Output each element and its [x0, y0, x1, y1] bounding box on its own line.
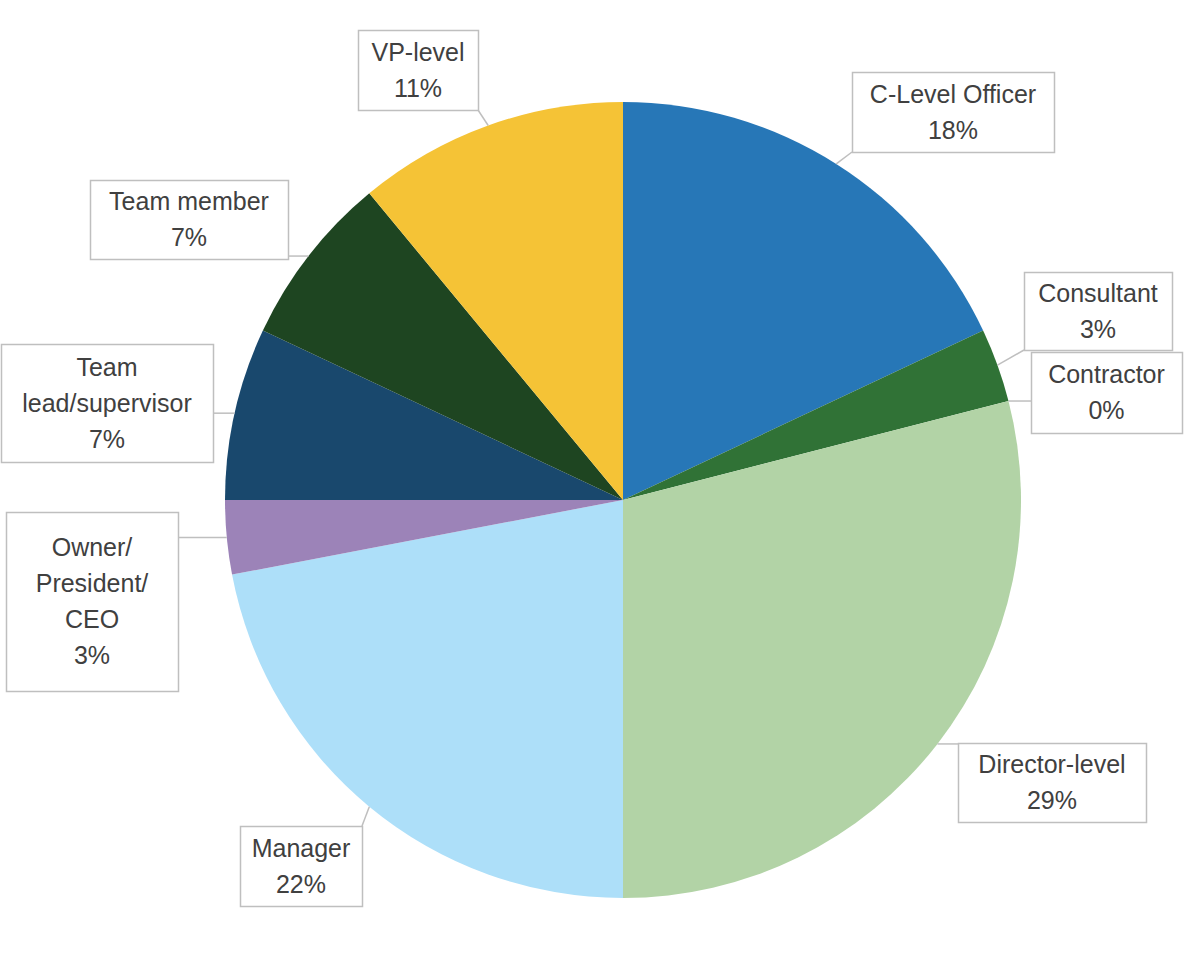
- category-label-line: C-Level Officer: [870, 80, 1036, 108]
- data-label: 11%: [394, 74, 442, 102]
- label-box: [359, 31, 479, 111]
- chart: C-Level Officer 18% Consultant 3% Contractor…: [0, 0, 1200, 960]
- category-label: Owner/President/CEO: [36, 533, 149, 633]
- data-label: 7%: [89, 425, 125, 453]
- category-label: Consultant: [1038, 279, 1158, 307]
- category-label-line: Consultant: [1038, 279, 1158, 307]
- label-box: [91, 181, 289, 260]
- leader-line: [362, 807, 369, 826]
- category-label-line: Team member: [109, 187, 269, 215]
- data-label: 3%: [1080, 315, 1116, 343]
- label-box: [1032, 353, 1183, 434]
- leader-line: [937, 743, 958, 745]
- data-label: 22%: [276, 870, 326, 898]
- label-box: [959, 744, 1147, 823]
- category-label-line: Director-level: [978, 750, 1125, 778]
- leader-line: [288, 255, 309, 257]
- label-box: [241, 827, 363, 907]
- category-label-line: lead/supervisor: [22, 389, 192, 417]
- slices: [225, 102, 1021, 898]
- pie-slice: [225, 500, 623, 575]
- category-label-line: VP-level: [371, 38, 464, 66]
- category-label: Manager: [252, 834, 351, 862]
- category-label-line: CEO: [65, 605, 119, 633]
- label-box: [7, 513, 179, 692]
- category-label-line: President/: [36, 569, 149, 597]
- category-label: VP-level: [371, 38, 464, 66]
- pie-slice: [623, 401, 1021, 898]
- pie: [225, 102, 1021, 898]
- category-label: Team lead/supervisor: [22, 353, 192, 417]
- category-label-line: Team: [76, 353, 137, 381]
- data-label: 18%: [928, 116, 978, 144]
- category-label: Contractor: [1048, 360, 1165, 388]
- data-label: 7%: [171, 223, 207, 251]
- data-label: 3%: [74, 641, 110, 669]
- label-box: [2, 345, 214, 463]
- category-label-line: Owner/: [52, 533, 133, 561]
- label-box: [853, 73, 1055, 153]
- leader-line: [836, 152, 852, 164]
- leader-line: [997, 350, 1024, 365]
- labels: C-Level Officer 18% Consultant 3% Contractor…: [2, 31, 1183, 907]
- label-box: [1025, 273, 1173, 351]
- data-label: 0%: [1088, 396, 1124, 424]
- leader-line: [1008, 400, 1031, 402]
- leader-line: [213, 412, 235, 414]
- category-label: Director-level: [978, 750, 1125, 778]
- data-label: 29%: [1027, 786, 1077, 814]
- category-label-line: Contractor: [1048, 360, 1165, 388]
- leader-line: [478, 110, 488, 126]
- category-label: C-Level Officer: [870, 80, 1036, 108]
- category-label: Team member: [109, 187, 269, 215]
- leader-line: [178, 537, 227, 539]
- category-label-line: Manager: [252, 834, 351, 862]
- pie-slice: [369, 102, 623, 500]
